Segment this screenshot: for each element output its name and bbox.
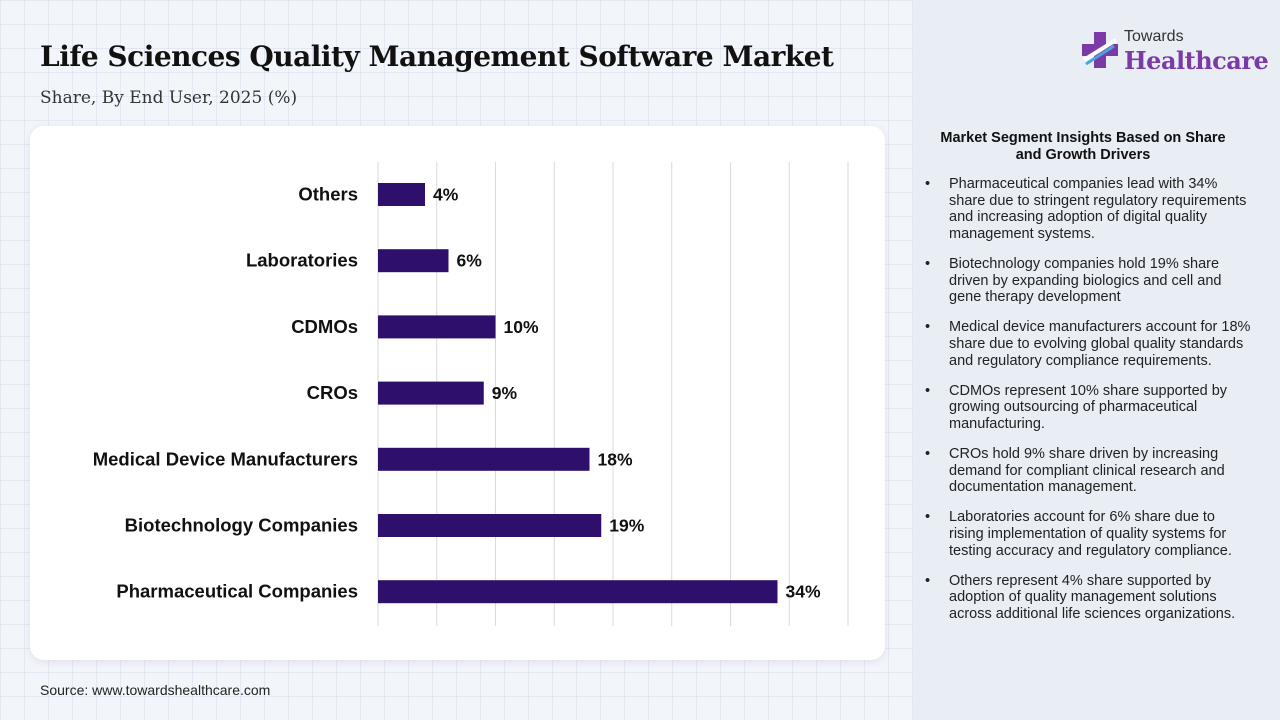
source-note: Source: www.towardshealthcare.com	[40, 682, 271, 698]
data-label: 4%	[433, 185, 459, 205]
bar	[378, 249, 449, 273]
insight-item: CDMOs represent 10% share supported by g…	[922, 383, 1252, 433]
data-label: 19%	[609, 516, 644, 536]
logo-text-main: Healthcare	[1124, 46, 1269, 75]
data-label: 6%	[457, 251, 483, 271]
category-label: Medical Device Manufacturers	[93, 448, 358, 469]
category-label: Others	[298, 184, 358, 205]
category-label: Biotechnology Companies	[125, 515, 358, 536]
insight-item: CROs hold 9% share driven by increasing …	[922, 446, 1252, 496]
insight-item: Biotechnology companies hold 19% share d…	[922, 256, 1252, 306]
insight-item: Pharmaceutical companies lead with 34% s…	[922, 176, 1252, 242]
insight-item: Medical device manufacturers account for…	[922, 319, 1252, 369]
bar	[378, 514, 602, 537]
brand-logo: Towards Healthcare	[1080, 26, 1269, 80]
bar	[378, 580, 778, 604]
insight-item: Laboratories account for 6% share due to…	[922, 509, 1252, 559]
insights-title: Market Segment Insights Based on Share a…	[940, 130, 1226, 163]
data-label: 18%	[598, 449, 633, 469]
data-label: 9%	[492, 383, 518, 403]
bar	[378, 315, 496, 339]
category-label: Pharmaceutical Companies	[116, 581, 358, 602]
medical-cross-icon	[1082, 32, 1118, 68]
data-label: 10%	[504, 317, 539, 337]
chart-subtitle: Share, By End User, 2025 (%)	[40, 88, 298, 108]
category-label: Laboratories	[246, 250, 358, 271]
category-label: CROs	[307, 382, 358, 403]
category-label: CDMOs	[291, 316, 358, 337]
bar	[378, 447, 590, 471]
insights-list: Pharmaceutical companies lead with 34% s…	[922, 176, 1252, 636]
bar-chart: Others 4% Laboratories 6% CDMOs 10% CROs 9% Medi…	[93, 162, 849, 626]
bar	[378, 183, 425, 206]
logo-text-top: Towards	[1124, 28, 1184, 45]
data-label: 34%	[786, 582, 821, 602]
chart-card: Others 4% Laboratories 6% CDMOs 10% CROs 9% Medi…	[30, 126, 885, 660]
bar	[378, 381, 484, 405]
chart-title: Life Sciences Quality Management Softwar…	[40, 40, 834, 73]
insight-item: Others represent 4% share supported by a…	[922, 573, 1252, 623]
